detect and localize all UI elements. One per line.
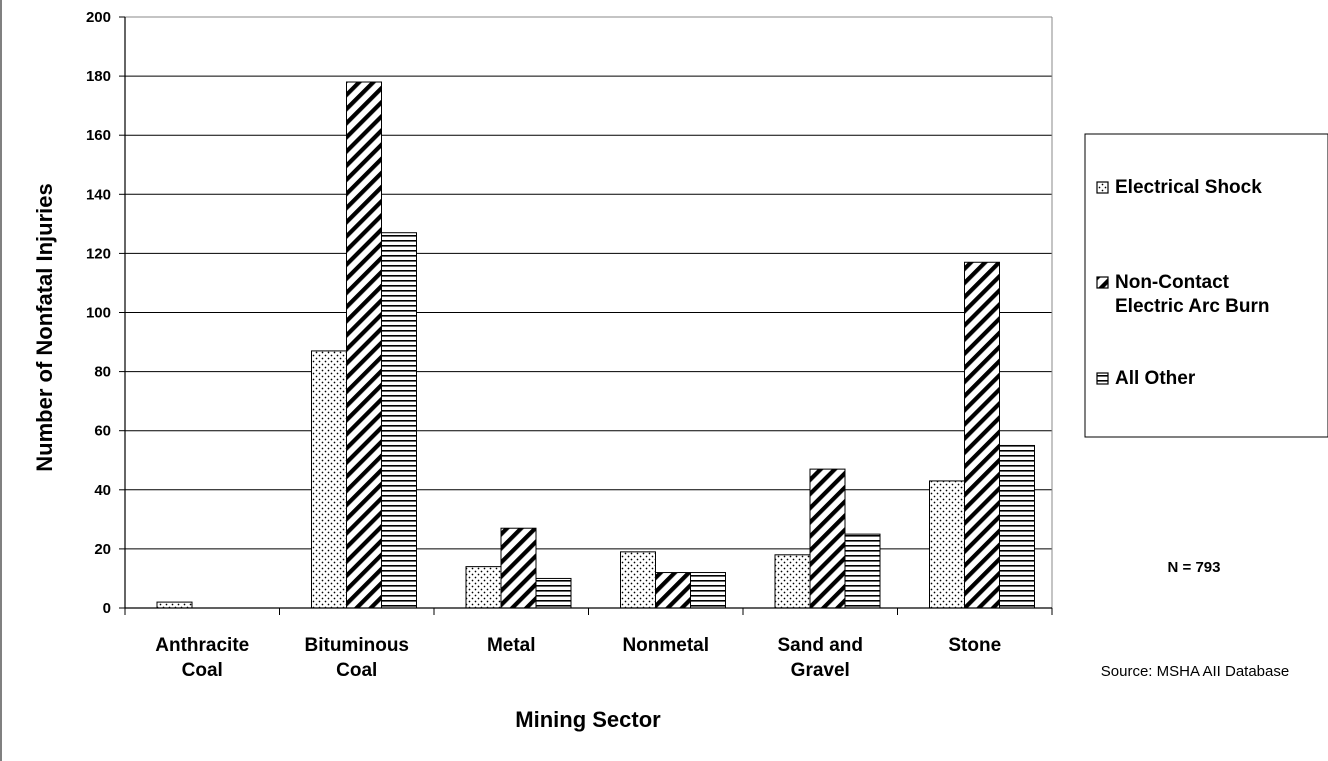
y-tick-label: 20 [94,541,111,558]
x-category-label: Coal [336,660,377,681]
legend: Electrical Shock Non-Contact Electric Arc … [1084,133,1328,438]
bar-dots-0 [156,601,193,609]
legend-swatch-diagonal [1096,276,1109,289]
y-axis-title: Number of Nonfatal Injuries [32,183,57,471]
legend-box [1084,133,1328,438]
bar-dots-1 [311,350,347,609]
bars-layer [156,81,1035,609]
y-tick-label: 180 [86,68,111,85]
x-category-label: Bituminous [305,635,410,656]
y-tick-label: 100 [86,305,111,322]
n-total-label: N = 793 [1168,559,1221,576]
x-category-label: Anthracite [155,635,249,656]
y-tick-label: 140 [86,186,111,203]
x-category-label: Coal [182,660,223,681]
legend-label: Non-Contact [1115,272,1230,293]
bar-dots-4 [774,554,811,609]
y-tick-label: 120 [86,245,111,262]
axes [119,16,1053,615]
bar-diagonal-3 [655,572,691,609]
x-category-labels: Anthracite Coal Bituminous Coal Metal Nonmeta… [155,635,1001,681]
bar-diagonal-4 [809,468,846,609]
bar-horizontal-5 [999,444,1035,609]
x-category-label: Stone [948,635,1001,656]
bar-diagonal-2 [500,527,537,609]
legend-label: All Other [1115,368,1196,389]
bar-horizontal-3 [690,572,726,609]
y-tick-label: 60 [94,423,111,440]
y-tick-label: 200 [86,9,111,26]
x-category-label: Nonmetal [622,635,709,656]
x-category-label: Sand and [777,635,863,656]
bar-dots-2 [465,566,502,609]
bar-horizontal-1 [381,232,417,609]
legend-label: Electrical Shock [1115,177,1262,198]
bar-horizontal-4 [844,533,881,609]
x-category-label: Gravel [791,660,850,681]
legend-swatch-horizontal [1096,372,1109,385]
bar-diagonal-1 [346,81,382,609]
bar-horizontal-2 [535,577,572,609]
legend-swatch-dots [1096,181,1109,194]
x-category-label: Metal [487,635,536,656]
bar-diagonal-5 [964,261,1000,609]
y-tick-label: 40 [94,482,111,499]
legend-label: Electric Arc Burn [1115,296,1270,317]
y-tick-labels: 0 20 40 60 80 100 120 140 160 180 200 [86,9,111,617]
gridlines [125,16,1052,550]
source-note: Source: MSHA AII Database [1101,663,1289,680]
x-axis-title: Mining Sector [515,707,661,732]
y-tick-label: 160 [86,127,111,144]
y-tick-label: 80 [94,364,111,381]
bar-dots-3 [620,551,656,609]
bar-dots-5 [929,480,965,609]
y-tick-label: 0 [103,600,111,617]
